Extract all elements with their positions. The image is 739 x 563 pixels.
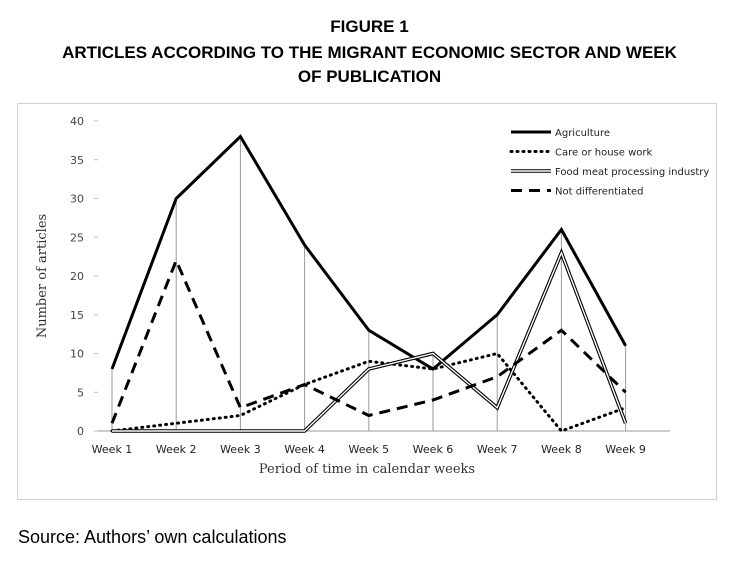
y-tick-label: 40 bbox=[70, 115, 84, 128]
legend-item: Agriculture bbox=[511, 128, 610, 139]
legend-label: Food meat processing industry bbox=[555, 167, 709, 178]
x-tick-label: Week 2 bbox=[156, 443, 197, 456]
x-tick-label: Week 4 bbox=[284, 443, 325, 456]
x-tick-label: Week 9 bbox=[605, 443, 646, 456]
series-not-differentiated bbox=[110, 256, 627, 424]
y-tick-label: 30 bbox=[70, 193, 84, 206]
y-tick-label: 0 bbox=[77, 425, 84, 438]
y-tick-label: 25 bbox=[70, 231, 84, 244]
series-line bbox=[110, 256, 627, 424]
legend-item: Food meat processing industry bbox=[511, 167, 709, 178]
legend-label: Agriculture bbox=[555, 128, 610, 139]
x-tick-label: Week 8 bbox=[541, 443, 582, 456]
series-care-or-house-work bbox=[110, 351, 628, 433]
legend-label: Care or house work bbox=[555, 148, 652, 159]
y-tick-label: 15 bbox=[70, 309, 84, 322]
x-tick-label: Week 7 bbox=[477, 443, 518, 456]
line-chart: 0 5 10 15 20 25 30 35 40 Week 1 Week 2 Week 3 Week … bbox=[35, 115, 709, 477]
x-tick-label: Week 5 bbox=[348, 443, 389, 456]
x-tick-label: Week 3 bbox=[220, 443, 261, 456]
legend-item: Not differentiated bbox=[511, 187, 644, 198]
source-note: Source: Authors’ own calculations bbox=[18, 527, 287, 547]
x-axis-label: Period of time in calendar weeks bbox=[259, 462, 475, 477]
figure-title-line1: ARTICLES ACCORDING TO THE MIGRANT ECONOM… bbox=[62, 43, 677, 62]
series-line bbox=[110, 134, 627, 371]
figure-number: FIGURE 1 bbox=[330, 17, 409, 36]
series-agriculture bbox=[110, 134, 627, 371]
y-tick-label: 10 bbox=[70, 348, 84, 361]
y-tick-label: 20 bbox=[70, 270, 84, 283]
legend-label: Not differentiated bbox=[555, 187, 644, 198]
legend-item: Care or house work bbox=[509, 148, 652, 159]
series-line bbox=[110, 351, 628, 433]
figure-title-line2: OF PUBLICATION bbox=[297, 67, 442, 86]
y-tick-label: 5 bbox=[77, 386, 84, 399]
chart-frame: 0 5 10 15 20 25 30 35 40 Week 1 Week 2 Week 3 Week … bbox=[17, 103, 717, 500]
x-tick-label: Week 1 bbox=[92, 443, 133, 456]
x-tick-label: Week 6 bbox=[413, 443, 454, 456]
y-tick-label: 35 bbox=[70, 154, 84, 167]
y-axis-label: Number of articles bbox=[35, 214, 50, 338]
series-line bbox=[112, 250, 627, 432]
series-food-meat-processing-industry bbox=[112, 247, 628, 433]
